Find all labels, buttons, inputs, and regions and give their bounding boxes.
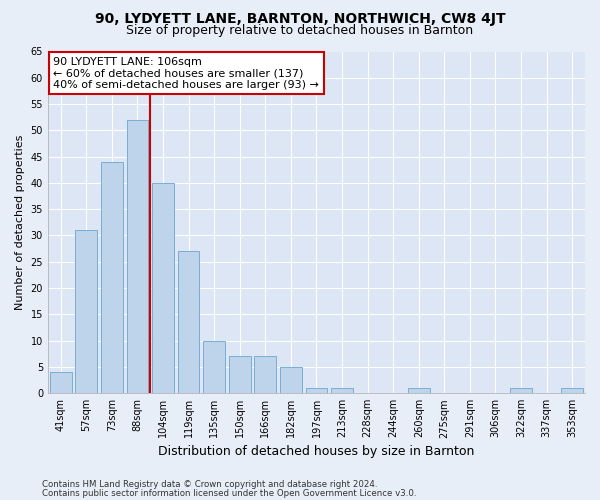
Text: Contains public sector information licensed under the Open Government Licence v3: Contains public sector information licen…: [42, 488, 416, 498]
Text: 90 LYDYETT LANE: 106sqm
← 60% of detached houses are smaller (137)
40% of semi-d: 90 LYDYETT LANE: 106sqm ← 60% of detache…: [53, 56, 319, 90]
Bar: [203, 340, 225, 393]
Bar: [562, 388, 583, 393]
Bar: [305, 388, 328, 393]
Bar: [408, 388, 430, 393]
Text: Contains HM Land Registry data © Crown copyright and database right 2024.: Contains HM Land Registry data © Crown c…: [42, 480, 377, 489]
Bar: [152, 183, 174, 393]
Text: Size of property relative to detached houses in Barnton: Size of property relative to detached ho…: [127, 24, 473, 37]
Bar: [178, 252, 199, 393]
X-axis label: Distribution of detached houses by size in Barnton: Distribution of detached houses by size …: [158, 444, 475, 458]
Bar: [510, 388, 532, 393]
Bar: [127, 120, 148, 393]
Bar: [229, 356, 251, 393]
Text: 90, LYDYETT LANE, BARNTON, NORTHWICH, CW8 4JT: 90, LYDYETT LANE, BARNTON, NORTHWICH, CW…: [95, 12, 505, 26]
Y-axis label: Number of detached properties: Number of detached properties: [15, 134, 25, 310]
Bar: [331, 388, 353, 393]
Bar: [254, 356, 276, 393]
Bar: [50, 372, 71, 393]
Bar: [76, 230, 97, 393]
Bar: [280, 367, 302, 393]
Bar: [101, 162, 123, 393]
